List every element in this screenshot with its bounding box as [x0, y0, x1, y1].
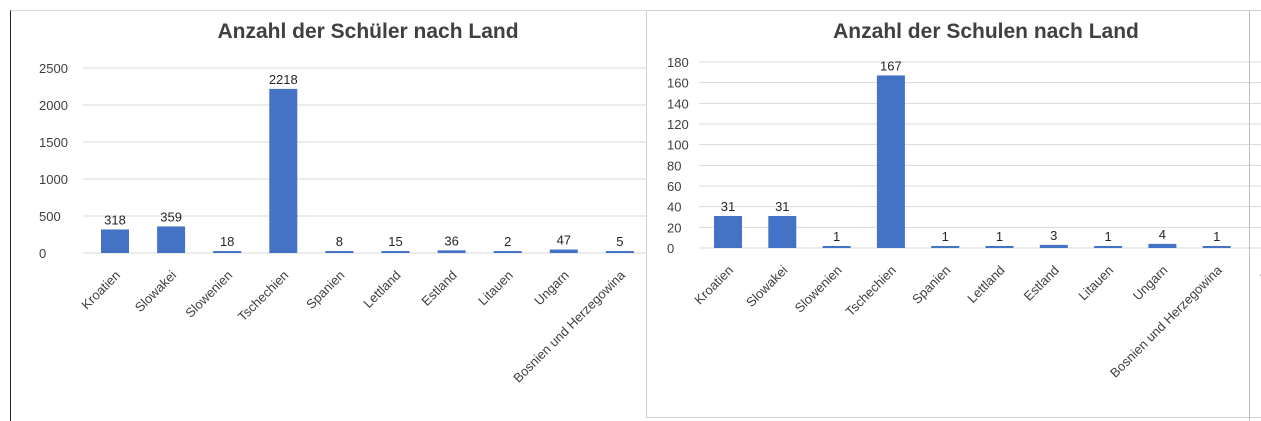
x-tick-label: Ungarn: [531, 268, 572, 309]
y-tick-label: 500: [39, 209, 61, 224]
data-label: 1: [942, 229, 949, 244]
bar: [985, 246, 1014, 248]
data-label: 2218: [269, 72, 298, 87]
x-tick-label: Tschechien: [235, 268, 292, 325]
bar: [437, 250, 466, 253]
x-tick-label: Tschechien: [842, 263, 899, 320]
y-tick-label: 2000: [39, 98, 68, 113]
x-tick-label: Spanien: [303, 268, 347, 312]
x-tick-label: Bosnien und Herzegowina: [510, 267, 628, 385]
y-tick-label: 140: [667, 96, 689, 111]
data-label: 1: [1213, 229, 1220, 244]
y-tick-label: 40: [667, 200, 681, 215]
y-tick-label: 60: [667, 179, 681, 194]
bar: [768, 215, 797, 248]
x-tick-label: Kroatien: [78, 268, 123, 313]
y-tick-label: 120: [667, 117, 689, 132]
bar: [325, 251, 354, 253]
data-label: 47: [557, 233, 571, 248]
bar: [213, 251, 242, 253]
x-tick-label: Slowenien: [792, 263, 845, 316]
x-tick-label: Bosnien und Herzegowina: [1107, 262, 1225, 380]
data-label: 36: [444, 233, 458, 248]
data-label: 167: [880, 58, 902, 73]
data-label: 18: [220, 234, 234, 249]
y-tick-label: 100: [667, 138, 689, 153]
y-tick-label: 0: [667, 241, 674, 256]
bar: [381, 251, 410, 253]
x-tick-label: Lettland: [964, 263, 1007, 306]
y-tick-label: 180: [667, 55, 689, 70]
y-tick-label: 80: [667, 158, 681, 173]
bar: [1039, 244, 1068, 248]
chart-title: Anzahl der Schüler nach Land: [217, 20, 518, 43]
bar: [157, 226, 186, 253]
x-tick-label: Estland: [418, 268, 459, 309]
data-label: 1: [1104, 229, 1111, 244]
chart-schueler: Anzahl der Schüler nach Land 0 500 1000 150…: [39, 20, 646, 385]
bar: [876, 75, 905, 248]
x-tick-label: Slowenien: [182, 268, 235, 321]
x-tick-label: Slowakei: [743, 262, 790, 309]
data-label: 15: [388, 234, 402, 249]
x-tick-label: Kroatien: [691, 263, 736, 308]
data-label: 3: [1050, 228, 1057, 243]
data-label: 31: [775, 199, 789, 214]
data-label: 359: [160, 209, 182, 224]
x-tick-label: Po: [1257, 263, 1261, 285]
chart-title: Anzahl der Schulen nach Land: [833, 20, 1139, 43]
x-tick-label: Estland: [1021, 263, 1062, 304]
data-label: 1: [996, 229, 1003, 244]
frame-right-border: [1249, 10, 1250, 421]
data-label: 4: [1159, 227, 1166, 242]
data-label: 318: [104, 212, 126, 227]
x-tick-label: Spanien: [909, 263, 953, 307]
bar: [931, 246, 960, 248]
bar: [101, 229, 129, 253]
chart-panel-schulen: Anzahl der Schulen nach Land 0 20 40 60 80 10…: [646, 10, 1261, 418]
x-tick-label: Lettland: [360, 268, 403, 311]
data-label: 2: [504, 234, 511, 249]
data-label: 8: [336, 234, 343, 249]
y-tick-label: 20: [667, 220, 681, 235]
x-tick-label: Litauen: [1075, 263, 1116, 304]
data-label: 31: [721, 199, 735, 214]
bar: [714, 215, 742, 248]
bar: [1148, 243, 1177, 248]
chart-panel-schueler: Anzahl der Schüler nach Land 0 500 1000 150…: [10, 10, 646, 421]
bar: [605, 251, 634, 253]
y-tick-label: 2500: [39, 61, 68, 76]
data-label: 1: [833, 229, 840, 244]
bar: [822, 246, 851, 248]
bar: [549, 249, 578, 253]
bar: [269, 88, 298, 253]
bar: [1202, 246, 1231, 248]
y-tick-label: 1500: [39, 135, 68, 150]
x-tick-label: Litauen: [475, 268, 516, 309]
y-tick-label: 1000: [39, 172, 68, 187]
x-tick-label: Slowakei: [132, 267, 179, 314]
data-label: 5: [616, 234, 623, 249]
bar: [1094, 246, 1123, 248]
y-tick-label: 160: [667, 76, 689, 91]
x-tick-label: Ungarn: [1130, 263, 1171, 304]
chart-schulen: Anzahl der Schulen nach Land 0 20 40 60 80 10…: [667, 20, 1261, 380]
y-tick-label: 0: [39, 246, 46, 261]
bar: [493, 251, 522, 253]
